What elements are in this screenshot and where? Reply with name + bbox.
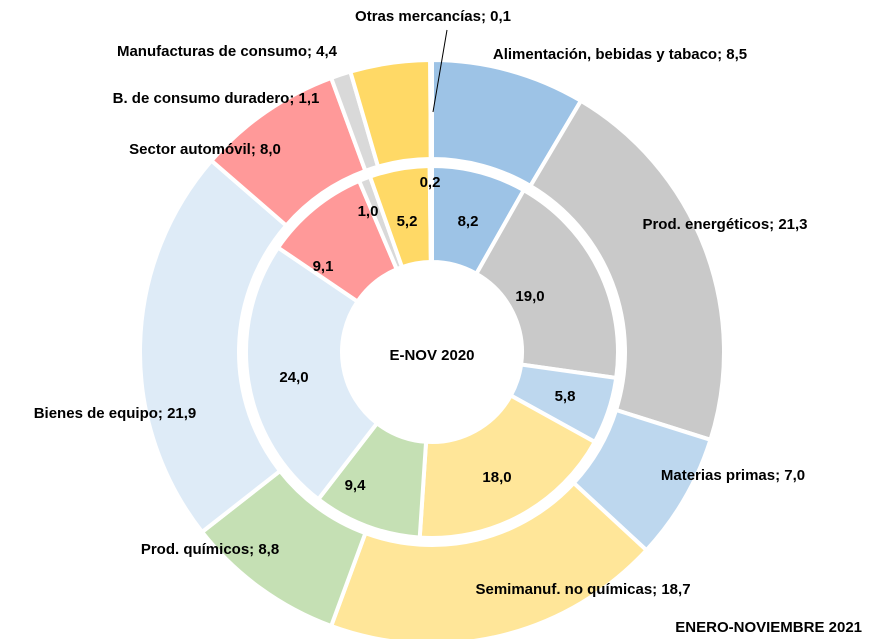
data-label: Alimentación, bebidas y tabaco; 8,5 (493, 46, 747, 63)
data-label: 18,0 (482, 469, 511, 486)
leader-line (432, 29, 448, 113)
data-label: Semimanuf. no químicas; 18,7 (475, 581, 690, 598)
data-label: Otras mercancías; 0,1 (355, 8, 511, 25)
data-label: 0,2 (420, 174, 441, 191)
donut-slice (138, 157, 290, 535)
data-label: 24,0 (279, 369, 308, 386)
data-label: 5,8 (555, 388, 576, 405)
donut-slice (328, 480, 650, 639)
data-label: Prod. químicos; 8,8 (141, 541, 279, 558)
data-label: 9,4 (345, 477, 367, 494)
data-label: Sector automóvil; 8,0 (129, 141, 281, 158)
donut-slice (473, 187, 620, 381)
donut-slice (427, 163, 434, 265)
data-label: Prod. energéticos; 21,3 (642, 216, 807, 233)
donut-slice (417, 392, 598, 540)
donut-slice (428, 57, 434, 162)
data-label: Manufacturas de consumo; 4,4 (117, 43, 338, 60)
data-label: Bienes de equipo; 21,9 (34, 405, 197, 422)
data-label: 5,2 (397, 213, 418, 230)
donut-slice (527, 98, 726, 443)
outer-series-name: ENERO-NOVIEMBRE 2021 (675, 619, 862, 636)
donut-slice (244, 244, 380, 503)
data-label: B. de consumo duradero; 1,1 (113, 90, 320, 107)
data-label: 19,0 (515, 288, 544, 305)
data-label: 8,2 (458, 213, 479, 230)
data-label: 9,1 (313, 258, 334, 275)
data-label: 1,0 (358, 203, 379, 220)
data-label: Materias primas; 7,0 (661, 467, 805, 484)
inner-series-name: E-NOV 2020 (389, 347, 474, 364)
